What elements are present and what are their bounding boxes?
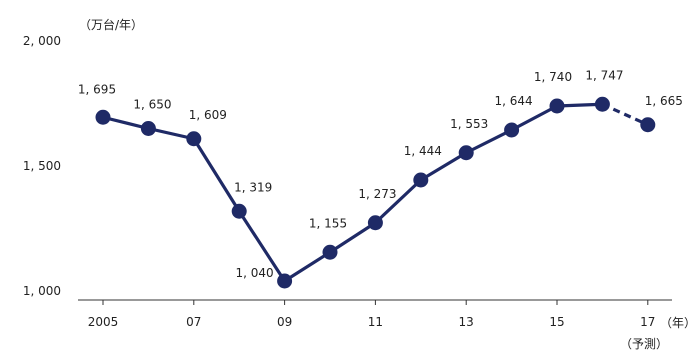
x-tick-label: 07 xyxy=(186,315,201,329)
data-label: 1, 609 xyxy=(189,108,227,122)
x-axis: 2005 07 09 11 13 15 17 xyxy=(88,300,655,329)
data-label: 1, 740 xyxy=(534,70,572,84)
data-point xyxy=(413,172,429,188)
y-axis: 2, 000 1, 500 1, 000 xyxy=(23,34,61,298)
data-label: 1, 040 xyxy=(236,266,274,280)
y-tick-label: 2, 000 xyxy=(23,34,61,48)
data-label: 1, 553 xyxy=(450,117,488,131)
data-label: 1, 650 xyxy=(133,98,171,112)
data-point xyxy=(277,273,293,289)
x-tick-label: 11 xyxy=(368,315,383,329)
data-point xyxy=(549,98,565,114)
x-tick-label: 2005 xyxy=(88,315,119,329)
data-point xyxy=(504,122,520,138)
data-label: 1, 665 xyxy=(645,94,683,108)
data-point xyxy=(640,117,656,133)
x-tick-label: 15 xyxy=(549,315,564,329)
data-label: 1, 644 xyxy=(495,94,533,108)
data-point xyxy=(458,145,474,161)
data-labels: 1, 695 1, 650 1, 609 1, 319 1, 040 1, 155 1, 2… xyxy=(78,68,683,280)
data-label: 1, 444 xyxy=(404,144,442,158)
x-tick-label: 09 xyxy=(277,315,292,329)
data-label: 1, 155 xyxy=(309,216,347,230)
y-tick-label: 1, 500 xyxy=(23,159,61,173)
data-point xyxy=(186,131,202,147)
x-axis-unit: （年） xyxy=(660,316,696,330)
data-point xyxy=(140,121,156,136)
data-label: 1, 273 xyxy=(358,187,396,201)
data-point xyxy=(367,215,383,231)
x-axis-forecast-note: （予測） xyxy=(620,337,668,351)
series-points xyxy=(95,96,656,289)
series-line-actual xyxy=(102,102,603,283)
data-point xyxy=(95,109,111,125)
data-label: 1, 747 xyxy=(585,68,623,82)
y-tick-label: 1, 000 xyxy=(23,284,61,298)
series-line-forecast xyxy=(601,102,649,127)
data-label: 1, 695 xyxy=(78,82,116,96)
x-tick-label: 17 xyxy=(640,315,655,329)
y-axis-unit: （万台/年） xyxy=(79,17,143,32)
data-point xyxy=(231,203,247,219)
series-line xyxy=(102,102,649,283)
data-label: 1, 319 xyxy=(234,180,272,194)
data-point xyxy=(322,244,338,260)
data-point xyxy=(594,96,610,112)
x-tick-label: 13 xyxy=(459,315,474,329)
